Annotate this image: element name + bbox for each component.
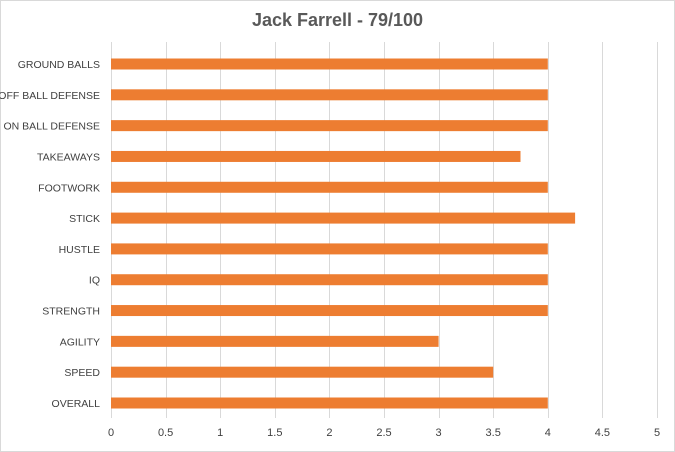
x-tick-label: 0 [108, 427, 114, 439]
category-label: HUSTLE [59, 244, 100, 256]
x-tick-label: 0.5 [158, 427, 173, 439]
x-tick-label: 1 [217, 427, 223, 439]
bar [111, 150, 521, 162]
x-tick-label: 4 [545, 427, 551, 439]
bar [111, 243, 548, 255]
x-tick-label: 4.5 [595, 427, 610, 439]
bar [111, 212, 576, 224]
x-tick-label: 3 [436, 427, 442, 439]
category-label: FOOTWORK [38, 182, 100, 194]
category-label: STICK [69, 213, 100, 225]
bar [111, 397, 548, 409]
category-label: STRENGTH [42, 306, 100, 318]
category-label: OFF BALL DEFENSE [0, 90, 100, 102]
bar [111, 366, 494, 378]
bar [111, 335, 439, 347]
bar [111, 89, 548, 101]
x-tick-label: 3.5 [486, 427, 501, 439]
bar [111, 181, 548, 193]
category-label: SPEED [64, 367, 100, 379]
category-label: ON BALL DEFENSE [4, 121, 100, 133]
chart-title: Jack Farrell - 79/100 [251, 10, 424, 30]
x-tick-label: 5 [654, 427, 660, 439]
category-label: OVERALL [52, 398, 101, 410]
category-label: IQ [89, 275, 100, 287]
bar [111, 305, 548, 317]
bar [111, 120, 548, 132]
x-tick-label: 1.5 [267, 427, 282, 439]
x-tick-label: 2 [326, 427, 332, 439]
category-label: AGILITY [60, 336, 100, 348]
x-tick-label: 2.5 [376, 427, 391, 439]
category-label: GROUND BALLS [18, 59, 100, 71]
category-label: TAKEAWAYS [37, 151, 100, 163]
bar [111, 274, 548, 286]
bar [111, 58, 548, 70]
